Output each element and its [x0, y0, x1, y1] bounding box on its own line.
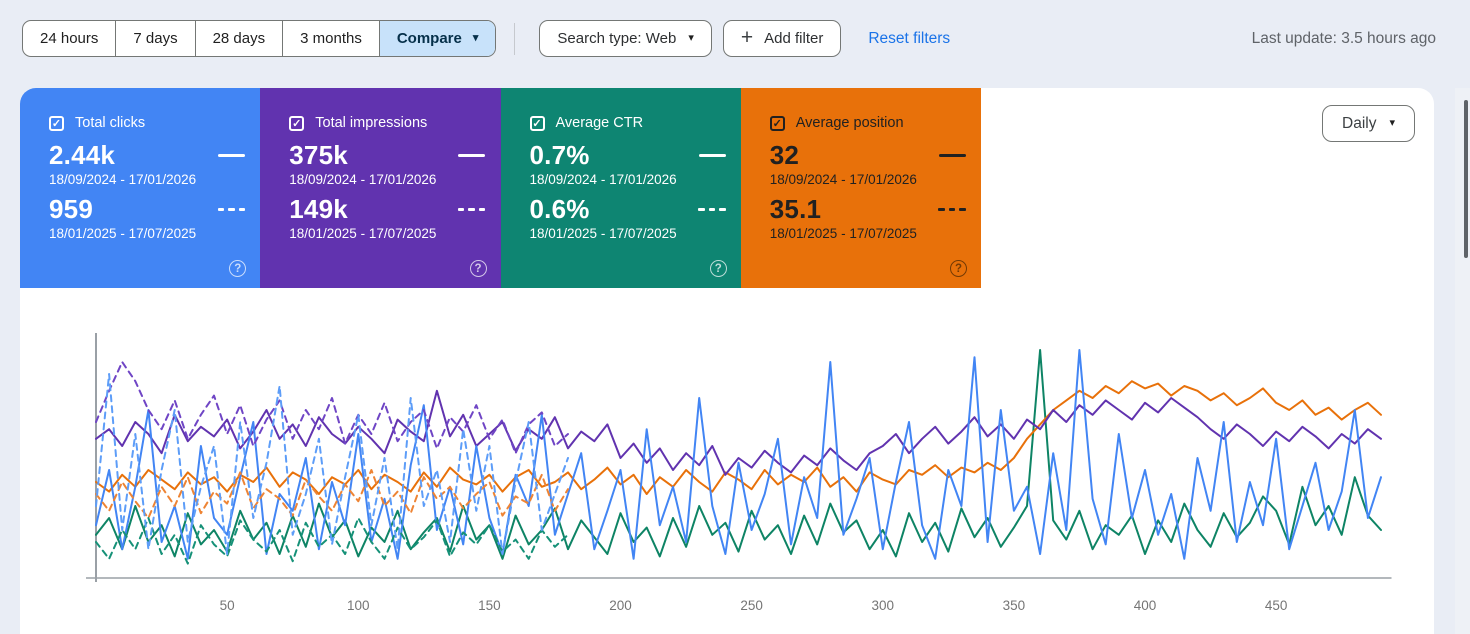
tab-3-months[interactable]: 3 months [282, 21, 379, 56]
secondary-date-range: 18/01/2025 - 17/07/2025 [49, 226, 197, 241]
tile-label: Total impressions [315, 115, 428, 131]
series-line-impressions-primary [95, 389, 1382, 476]
series-line-ctr-compare [95, 517, 569, 565]
secondary-value: 0.6% [529, 194, 590, 224]
date-range-segmented-control: 24 hours 7 days 28 days 3 months Compare… [22, 20, 497, 57]
add-filter-button[interactable]: + Add filter [722, 20, 842, 57]
compare-dropdown[interactable]: Compare ▾ [378, 21, 496, 56]
total-impressions-tile[interactable]: ✓ Total impressions 375k 18/09/2024 - 17… [260, 88, 501, 288]
help-icon[interactable]: ? [709, 260, 727, 277]
primary-date-range: 18/09/2024 - 17/01/2026 [49, 172, 197, 187]
reset-filters-link[interactable]: Reset filters [868, 29, 951, 47]
granularity-label: Daily [1342, 114, 1377, 132]
primary-date-range: 18/09/2024 - 17/01/2026 [289, 172, 437, 187]
compare-label: Compare [396, 30, 462, 47]
tile-label: Total clicks [75, 115, 146, 131]
series-line-impressions-compare [95, 361, 569, 455]
secondary-value: 959 [49, 194, 93, 224]
performance-chart[interactable]: 50 100 150 200 250 300 350 400 450 [20, 88, 1434, 634]
add-filter-label: Add filter [764, 30, 824, 47]
tab-7-days[interactable]: 7 days [115, 21, 194, 56]
tab-28-days[interactable]: 28 days [194, 21, 283, 56]
series-line-position-compare [95, 469, 569, 519]
checkbox-checked-icon[interactable]: ✓ [49, 115, 64, 131]
series-line-clicks-compare [95, 373, 569, 555]
dashed-line-icon [457, 207, 486, 212]
series-line-position-primary [95, 380, 1382, 495]
x-tick-label: 300 [872, 598, 895, 613]
secondary-date-range: 18/01/2025 - 17/07/2025 [769, 226, 917, 241]
primary-value: 2.44k [49, 140, 116, 170]
plus-icon: + [740, 26, 754, 49]
vertical-scrollbar-thumb[interactable] [1464, 100, 1468, 258]
average-position-tile[interactable]: ✓ Average position 32 18/09/2024 - 17/01… [740, 88, 981, 288]
help-icon[interactable]: ? [469, 260, 487, 277]
metric-tiles: ✓ Total clicks 2.44k 18/09/2024 - 17/01/… [20, 88, 981, 288]
primary-date-range: 18/09/2024 - 17/01/2026 [769, 172, 917, 187]
average-ctr-tile[interactable]: ✓ Average CTR 0.7% 18/09/2024 - 17/01/20… [500, 88, 741, 288]
chevron-down-icon: ▾ [472, 32, 479, 44]
last-update-text: Last update: 3.5 hours ago [1251, 29, 1436, 47]
help-icon[interactable]: ? [229, 260, 247, 277]
solid-line-icon [938, 153, 966, 158]
secondary-date-range: 18/01/2025 - 17/07/2025 [529, 226, 677, 241]
checkbox-checked-icon[interactable]: ✓ [769, 115, 785, 131]
dashed-line-icon [217, 207, 245, 212]
total-clicks-tile[interactable]: ✓ Total clicks 2.44k 18/09/2024 - 17/01/… [20, 88, 261, 288]
primary-date-range: 18/09/2024 - 17/01/2026 [529, 172, 677, 187]
chevron-down-icon: ▾ [688, 32, 694, 44]
vertical-scrollbar-track[interactable] [1455, 88, 1470, 634]
solid-line-icon [218, 153, 245, 158]
tab-24-hours[interactable]: 24 hours [40, 30, 99, 47]
secondary-value: 35.1 [769, 194, 822, 224]
secondary-date-range: 18/01/2025 - 17/07/2025 [289, 226, 437, 241]
performance-report-card: 50 100 150 200 250 300 350 400 450 ✓ Total click… [20, 88, 1434, 634]
granularity-dropdown[interactable]: Daily ▾ [1322, 105, 1415, 142]
x-tick-label: 450 [1265, 598, 1288, 613]
chevron-down-icon: ▾ [1389, 117, 1395, 129]
primary-value: 375k [289, 140, 348, 170]
toolbar-divider [514, 22, 516, 55]
dashed-line-icon [938, 207, 966, 212]
series-line-clicks-primary [95, 349, 1382, 560]
x-tick-label: 250 [740, 598, 763, 613]
tile-label: Average CTR [555, 115, 644, 131]
checkbox-checked-icon[interactable]: ✓ [529, 115, 545, 131]
checkbox-checked-icon[interactable]: ✓ [289, 115, 305, 131]
solid-line-icon [458, 153, 486, 158]
dashed-line-icon [698, 207, 726, 212]
x-tick-label: 400 [1134, 598, 1157, 613]
search-type-label: Search type: Web [557, 30, 677, 47]
tile-label: Average position [795, 115, 904, 131]
primary-value: 32 [769, 140, 800, 170]
x-tick-label: 350 [1003, 598, 1026, 613]
primary-value: 0.7% [529, 140, 590, 170]
x-tick-label: 200 [609, 598, 632, 613]
x-tick-label: 50 [220, 598, 235, 613]
solid-line-icon [698, 153, 726, 158]
help-icon[interactable]: ? [950, 260, 967, 277]
secondary-value: 149k [289, 194, 348, 224]
x-tick-label: 100 [347, 598, 370, 613]
search-type-dropdown[interactable]: Search type: Web ▾ [539, 20, 712, 57]
filter-toolbar: 24 hours 7 days 28 days 3 months Compare… [22, 20, 1436, 57]
x-tick-label: 150 [478, 598, 501, 613]
